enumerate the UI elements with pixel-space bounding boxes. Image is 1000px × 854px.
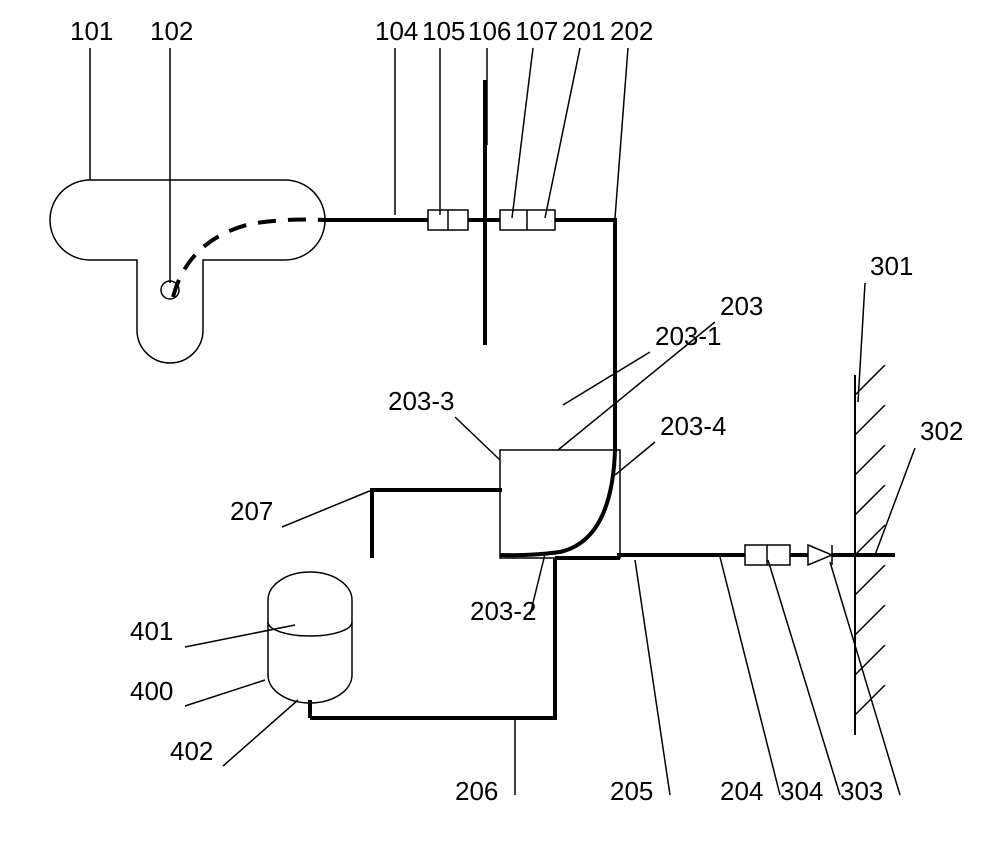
- flange-105: [428, 210, 468, 230]
- label-105: 105: [422, 16, 465, 46]
- label-202: 202: [610, 16, 653, 46]
- leader-201: [545, 48, 580, 218]
- label-401: 401: [130, 616, 173, 646]
- pipe-206: [310, 558, 555, 718]
- label-205: 205: [610, 776, 653, 806]
- technical-diagram: 101 102 104105106107201202 203203-1 203-2 203…: [0, 0, 1000, 854]
- labels: 101 102 104105106107201202 203203-1 203-2 203…: [70, 16, 963, 806]
- label-203-1: 203-1: [655, 321, 722, 351]
- label-107: 107: [515, 16, 558, 46]
- leader-401: [185, 625, 295, 647]
- leader-304: [768, 560, 840, 795]
- junction-box-203: [500, 450, 620, 558]
- tank-level-401: [268, 622, 352, 636]
- label-400: 400: [130, 676, 173, 706]
- leader-203-1: [563, 352, 650, 405]
- label-302: 302: [920, 416, 963, 446]
- pipe-202: [555, 220, 615, 450]
- label-402: 402: [170, 736, 213, 766]
- leader-203-4: [615, 442, 655, 475]
- leader-107: [512, 48, 533, 218]
- leader-303: [830, 562, 900, 795]
- pipe-207: [372, 490, 502, 558]
- leader-204: [720, 557, 780, 795]
- label-304: 304: [780, 776, 823, 806]
- leader-302: [875, 448, 915, 555]
- leader-301: [858, 283, 865, 402]
- label-104: 104: [375, 16, 418, 46]
- flange-304: [745, 545, 790, 565]
- label-203: 203: [720, 291, 763, 321]
- wall-301: [855, 365, 885, 735]
- label-106: 106: [468, 16, 511, 46]
- internal-dashed-pipe: [173, 220, 325, 298]
- label-206: 206: [455, 776, 498, 806]
- leader-202: [615, 48, 628, 218]
- leader-205: [635, 560, 670, 795]
- check-valve-303: [790, 545, 855, 565]
- label-303: 303: [840, 776, 883, 806]
- label-203-2: 203-2: [470, 596, 537, 626]
- tank-400: [268, 572, 352, 703]
- leader-203-3: [455, 417, 500, 460]
- label-101: 101: [70, 16, 113, 46]
- label-201: 201: [562, 16, 605, 46]
- vessel-101: [50, 180, 325, 363]
- leader-402: [223, 700, 298, 766]
- leader-lines: [90, 48, 915, 795]
- label-301: 301: [870, 251, 913, 281]
- label-207: 207: [230, 496, 273, 526]
- label-203-3: 203-3: [388, 386, 455, 416]
- leader-207: [282, 490, 372, 527]
- leader-400: [185, 680, 265, 706]
- label-203-4: 203-4: [660, 411, 727, 441]
- curve-203: [500, 450, 615, 555]
- label-204: 204: [720, 776, 763, 806]
- label-102: 102: [150, 16, 193, 46]
